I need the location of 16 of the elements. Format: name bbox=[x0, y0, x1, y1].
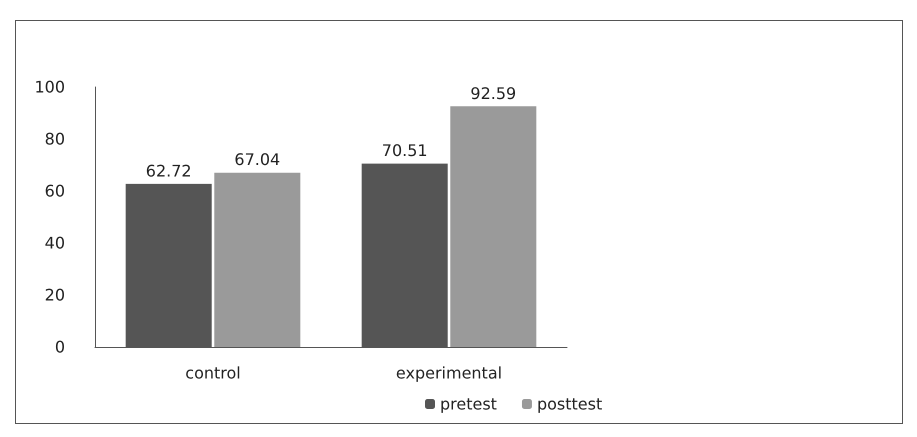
data-label: 62.72 bbox=[146, 161, 192, 180]
x-tick-label: control bbox=[185, 364, 241, 382]
data-label: 70.51 bbox=[382, 141, 428, 160]
y-tick-label: 80 bbox=[44, 130, 65, 148]
legend-label: posttest bbox=[536, 394, 602, 414]
y-tick-label: 0 bbox=[54, 338, 65, 356]
bar bbox=[450, 106, 536, 347]
data-label: 67.04 bbox=[234, 150, 280, 170]
y-tick-label: 100 bbox=[34, 78, 65, 96]
x-tick-label: experimental bbox=[396, 364, 502, 382]
y-tick-label: 40 bbox=[44, 234, 65, 252]
data-label: 92.59 bbox=[470, 84, 516, 103]
legend-label: pretest bbox=[440, 394, 497, 414]
y-tick-label: 60 bbox=[44, 182, 65, 200]
y-tick-label: 20 bbox=[44, 286, 65, 304]
bar bbox=[214, 172, 300, 347]
